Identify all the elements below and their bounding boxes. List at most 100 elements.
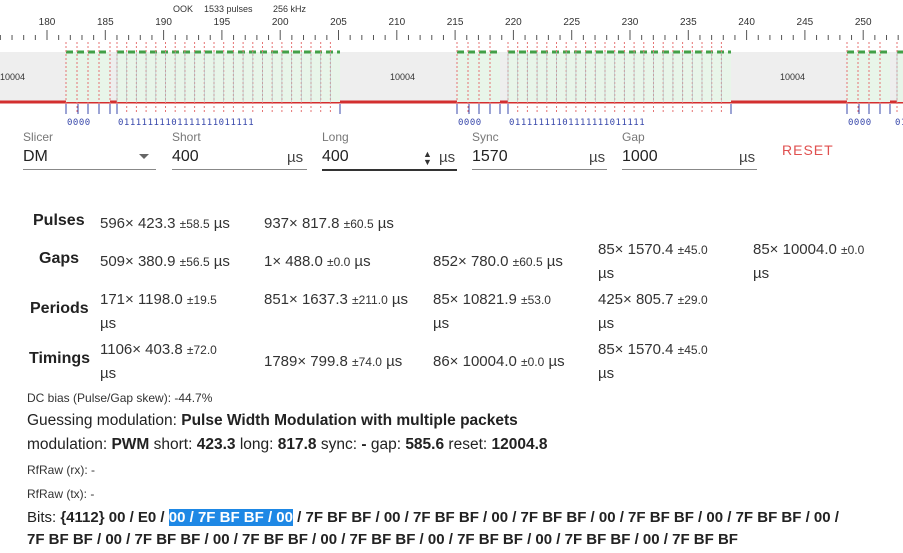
chevron-down-icon[interactable]	[139, 154, 149, 159]
stat-cell: 1106× 403.8 ±72.0 µs	[100, 338, 240, 386]
short-field[interactable]: Short 400 µs	[172, 130, 307, 172]
stat-count-mean: 85× 1570.4	[598, 241, 678, 258]
slicer-select[interactable]: Slicer DM	[23, 130, 156, 172]
gaps-row-label: Gaps	[39, 250, 80, 267]
sync-label: Sync	[472, 130, 499, 144]
ruler-tick-label: 225	[563, 17, 580, 28]
mod-prefix: modulation:	[27, 436, 112, 453]
stat-count-mean: 509× 380.9	[100, 253, 180, 270]
stat-count-mean: 596× 423.3	[100, 215, 180, 232]
stat-count-mean: 852× 780.0	[433, 253, 513, 270]
long-key: long:	[235, 436, 278, 453]
ruler-tick-label: 245	[797, 17, 814, 28]
bits-line2: 7F BF BF / 00 / 7F BF BF / 00 / 7F BF BF…	[27, 531, 738, 548]
ruler-tick-label: 200	[272, 17, 289, 28]
ruler-tick-label: 190	[155, 17, 172, 28]
stat-unit: µs	[598, 265, 615, 282]
long-label: Long	[322, 130, 349, 144]
stat-cell: 1789× 799.8 ±74.0 µs	[264, 350, 434, 374]
gap-unit: µs	[739, 149, 756, 166]
gap-label: 10004	[390, 72, 415, 82]
packet-region	[897, 52, 903, 102]
ruler-tick-label: 250	[855, 17, 872, 28]
stat-deviation: ±60.5	[512, 255, 543, 269]
stepper-icon[interactable]: ▲ ▼	[423, 149, 432, 167]
bit-annotations: 0000 01111111101111111011111 0000 011111…	[67, 118, 903, 128]
reset-button[interactable]: RESET	[782, 142, 834, 158]
bits-line-1[interactable]: Bits: {4112} 00 / E0 / 00 / 7F BF BF / 0…	[27, 509, 839, 526]
ruler-tick-label: 235	[680, 17, 697, 28]
gap-label: 10004	[0, 72, 25, 82]
stat-deviation: ±45.0	[677, 243, 708, 257]
stat-count-mean: 86× 10004.0	[433, 353, 522, 370]
field-underline	[23, 169, 156, 170]
gap-label: Gap	[622, 130, 645, 144]
ruler-tick-label: 205	[330, 17, 347, 28]
stat-unit: µs	[544, 353, 565, 370]
ruler-tick-label: 215	[447, 17, 464, 28]
stat-cell: 85× 1570.4 ±45.0 µs	[598, 338, 738, 386]
stat-count-mean: 85× 1570.4	[598, 341, 678, 358]
slicer-label: Slicer	[23, 130, 54, 144]
bits-selection[interactable]: 00 / 7F BF BF / 00	[168, 509, 293, 526]
long-field[interactable]: Long 400 ▲ ▼ µs	[322, 130, 457, 172]
bit-row: 0000	[67, 118, 91, 128]
gap-field[interactable]: Gap 1000 µs	[622, 130, 757, 172]
stat-deviation: ±0.0	[521, 355, 545, 369]
gap-input[interactable]: 1000	[622, 148, 658, 165]
stat-count-mean: 85× 10821.9	[433, 291, 522, 308]
stat-unit: µs	[542, 253, 563, 270]
stat-deviation: ±45.0	[677, 343, 708, 357]
stat-cell: 85× 10821.9 ±53.0 µs	[433, 288, 573, 336]
short-label: Short	[172, 130, 201, 144]
stat-count-mean: 1789× 799.8	[264, 353, 353, 370]
ruler-tick-label: 240	[738, 17, 755, 28]
field-underline	[472, 169, 607, 170]
stat-deviation: ±58.5	[179, 217, 210, 231]
guess-value: Pulse Width Modulation with multiple pac…	[181, 412, 518, 429]
bits-prefix: Bits:	[27, 509, 61, 526]
short-unit: µs	[287, 149, 304, 166]
stat-unit: µs	[209, 215, 230, 232]
time-ruler: 180 185 190 195 200 205 210 215 220 225 230 235 240 2…	[0, 17, 899, 40]
stat-deviation: ±29.0	[677, 293, 708, 307]
stat-deviation: ±53.0	[521, 293, 551, 307]
field-underline	[172, 169, 307, 170]
stat-unit: µs	[753, 265, 770, 282]
stat-count-mean: 851× 1637.3	[264, 291, 353, 308]
packet-region	[457, 52, 500, 102]
sync-key: sync:	[316, 436, 362, 453]
stat-cell: 852× 780.0 ±60.5 µs	[433, 250, 603, 274]
bit-row: 0000	[458, 118, 482, 128]
stat-cell: 1× 488.0 ±0.0 µs	[264, 250, 434, 274]
stat-count-mean: 85× 10004.0	[753, 241, 842, 258]
stat-cell: 509× 380.9 ±56.5 µs	[100, 250, 270, 274]
stat-unit: µs	[373, 215, 394, 232]
sync-input[interactable]: 1570	[472, 148, 508, 165]
modulation-summary: modulation: PWM short: 423.3 long: 817.8…	[27, 436, 548, 454]
stat-unit: µs	[100, 365, 117, 382]
stat-unit: µs	[100, 315, 117, 332]
bits-line-2[interactable]: 7F BF BF / 00 / 7F BF BF / 00 / 7F BF BF…	[27, 531, 738, 548]
long-input[interactable]: 400	[322, 148, 349, 165]
pulse-count-label: 1533 pulses	[204, 4, 253, 14]
stat-count-mean: 1× 488.0	[264, 253, 327, 270]
ruler-tick-label: 230	[622, 17, 639, 28]
bit-row: 01111111101111111011111	[509, 118, 645, 128]
signal-waveform[interactable]: 180 185 190 195 200 205 210 215 220 225 230 235 240 2…	[0, 0, 903, 130]
stat-cell: 425× 805.7 ±29.0 µs	[598, 288, 738, 336]
sync-field[interactable]: Sync 1570 µs	[472, 130, 607, 172]
stat-count-mean: 171× 1198.0	[100, 291, 187, 308]
stat-count-mean: 937× 817.8	[264, 215, 344, 232]
bit-row: 0000	[848, 118, 872, 128]
stat-unit: µs	[433, 315, 450, 332]
sample-rate-label: 256 kHz	[273, 4, 307, 14]
stat-unit: µs	[598, 365, 615, 382]
field-underline	[322, 169, 457, 171]
gap-labels: 10004 10004 10004	[0, 72, 805, 82]
stat-cell: 85× 1570.4 ±45.0 µs	[598, 238, 738, 286]
bits-post: / 7F BF BF / 00 / 7F BF BF / 00 / 7F BF …	[293, 509, 839, 526]
short-input[interactable]: 400	[172, 148, 199, 165]
ruler-tick-label: 220	[505, 17, 522, 28]
bits-pre: 00 / E0 /	[104, 509, 169, 526]
